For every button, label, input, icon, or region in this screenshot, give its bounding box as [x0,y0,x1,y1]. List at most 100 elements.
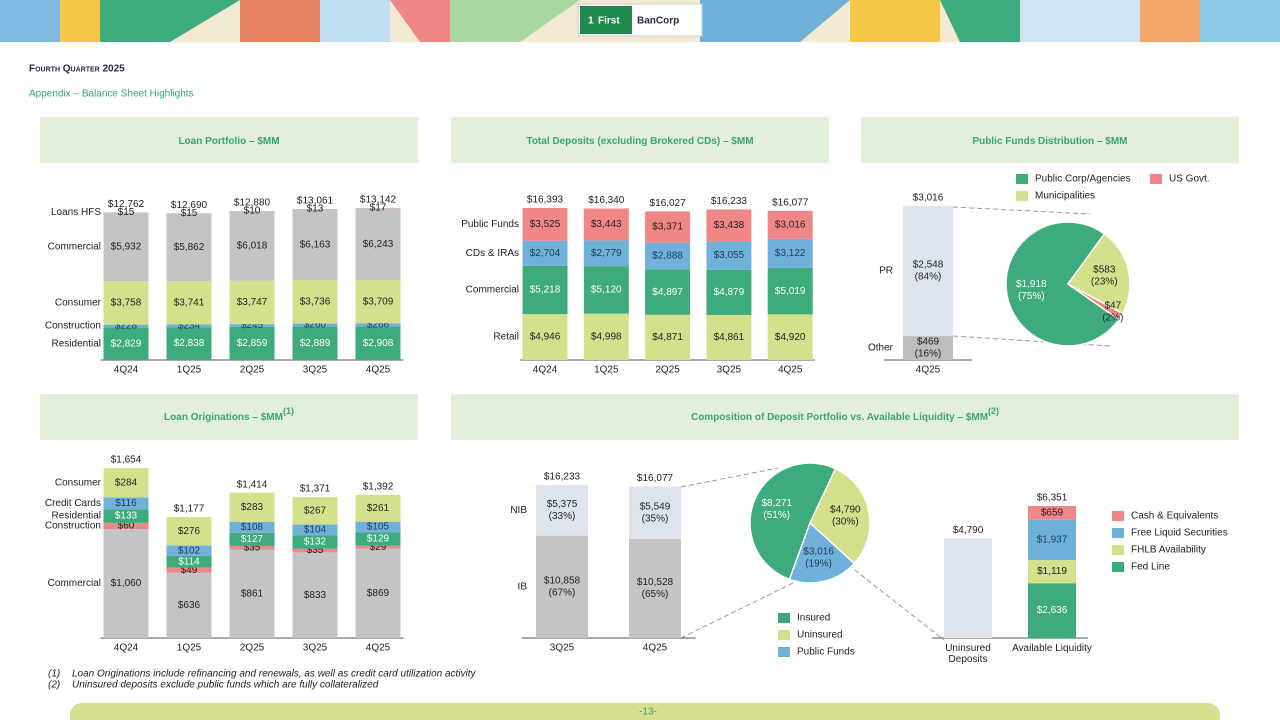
x-tick-label: 3Q25 [717,365,742,376]
x-tick-label: 1Q25 [594,365,619,376]
value-label: $861 [241,588,264,599]
total-label: $1,392 [363,481,394,492]
value-label: $10,528 [637,577,674,588]
bar-segment [583,313,629,360]
value-label: $245 [241,320,264,331]
bar-segment [292,552,338,638]
bar-segment [103,509,149,523]
x-tick-label: 4Q25 [366,365,391,376]
value-label: $267 [304,505,327,516]
bar-segment [645,211,691,243]
bar-segment [536,485,588,536]
x-tick-label: 4Q24 [533,365,558,376]
total-label: $16,233 [711,196,748,207]
value-label: $108 [241,522,264,533]
value-label: $266 [367,319,390,330]
value-label: $17 [370,203,387,214]
value-label: $3,371 [652,222,683,233]
bar-segment [767,267,813,315]
value-label: $869 [367,588,390,599]
bar-segment [355,521,401,533]
value-label: $2,636 [1037,605,1068,616]
value-label: $4,897 [652,287,683,298]
legend-label: Free Liquid Securities [1131,528,1228,539]
legend-swatch [1016,174,1028,184]
series-label: Loans HFS [51,207,101,218]
panel-title-text: Composition of Deposit Portfolio vs. Ava… [691,412,988,423]
series-label: Commercial [48,578,101,589]
value-label: $3,443 [591,219,622,230]
percent-label: (23%) [1091,276,1118,287]
total-label: $16,027 [650,198,687,209]
value-label: $104 [304,525,327,536]
bar-segment [292,326,338,360]
series-label: PR [879,266,893,277]
value-label: $3,525 [530,219,561,230]
value-label: $133 [115,511,138,522]
x-tick-label: 2Q25 [240,365,265,376]
legend-label: Uninsured [797,630,843,641]
bar-segment [103,212,149,282]
x-tick-label: 4Q25 [643,643,668,654]
percent-label: (2%) [1102,312,1123,323]
bar-segment [583,240,629,267]
value-label: $49 [181,565,198,576]
percent-label: (51%) [763,510,790,521]
panel-title-text: Total Deposits (excluding Brokered CDs) … [526,136,753,147]
bar-segment [706,241,752,270]
total-label: $12,762 [108,199,145,210]
bar-segment [229,326,275,360]
slide-title: Fourth Quarter 2025 [29,64,125,75]
value-label: $276 [178,526,201,537]
bar-segment [292,280,338,324]
total-label: $16,077 [637,473,674,484]
series-label: Construction [45,521,101,532]
value-label: $469 [917,337,940,348]
percent-label: (33%) [549,511,576,522]
percent-label: (30%) [832,517,859,528]
bar-segment [292,524,338,536]
pie-slice [1067,283,1124,321]
total-label: $16,393 [527,195,564,206]
value-label: $3,122 [775,248,806,259]
value-label: $284 [115,477,138,488]
bar-segment [645,314,691,360]
series-label: IB [518,581,528,592]
panel-title-text: Public Funds Distribution – $MM [973,136,1128,147]
value-label: $4,879 [714,287,745,298]
panel-title: Public Funds Distribution – $MM [973,136,1128,147]
bar-segment [1028,583,1076,638]
total-label: $1,654 [111,455,142,466]
footnote-marker: (1) [48,669,60,680]
bar-segment [355,208,401,281]
total-label: $12,880 [234,198,271,209]
value-label: $636 [178,600,201,611]
bar-segment [166,567,212,573]
series-label: NIB [510,505,527,516]
legend-label: Public Corp/Agencies [1035,174,1131,185]
series-label: Public Funds [461,219,519,230]
pie-slice [749,462,837,581]
value-label: $228 [115,321,138,332]
x-tick-label: 4Q25 [778,365,803,376]
panel-title: Loan Originations – $MM(1) [164,406,294,422]
bar-segment [229,521,275,533]
series-label: Commercial [466,285,519,296]
panel-title-note: (2) [988,406,999,416]
value-label: $105 [367,522,390,533]
percent-label: (35%) [642,513,669,524]
bar-segment [292,535,338,549]
percent-label: (84%) [915,272,942,283]
legend-label: Municipalities [1035,191,1095,202]
total-label: $1,371 [300,484,331,495]
bar-segment [355,545,401,549]
value-label: $102 [178,545,201,556]
footnote-marker: (2) [48,680,60,691]
bar-segment [1028,559,1076,584]
legend-label: US Govt. [1169,174,1210,185]
panel-title: Total Deposits (excluding Brokered CDs) … [526,136,753,147]
bar-segment [645,269,691,315]
bar-segment [522,314,568,360]
